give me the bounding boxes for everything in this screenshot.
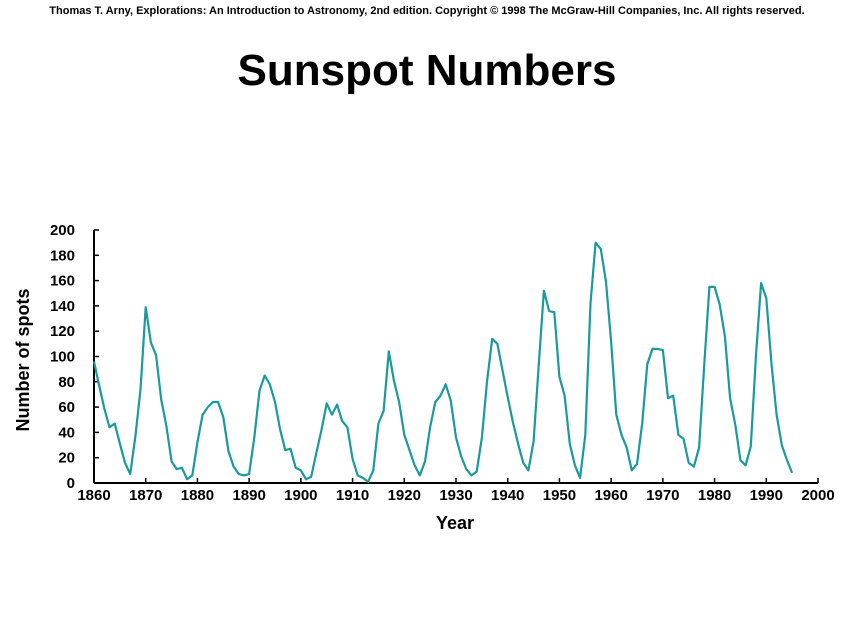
y-tick-label: 120 (50, 323, 75, 340)
copyright-credit: Thomas T. Arny, Explorations: An Introdu… (49, 5, 805, 17)
y-tick-label: 80 (58, 374, 75, 391)
y-axis-label: Number of spots (13, 288, 33, 431)
y-tick-label: 0 (67, 475, 75, 492)
x-tick-label: 2000 (801, 487, 834, 504)
chart-title: Sunspot Numbers (237, 46, 617, 95)
y-tick-label: 60 (58, 399, 75, 416)
x-tick-label: 1940 (491, 487, 524, 504)
x-tick-label: 1890 (232, 487, 265, 504)
x-tick-label: 1980 (698, 487, 731, 504)
y-tick-label: 20 (58, 450, 75, 467)
y-axis-ticks: 0 20 40 60 80 100 120 140 160 180 200 (50, 222, 99, 492)
y-tick-label: 180 (50, 247, 75, 264)
series-line (92, 241, 794, 483)
y-tick-label: 200 (50, 222, 75, 239)
x-tick-label: 1860 (77, 487, 110, 504)
x-tick-label: 1960 (594, 487, 627, 504)
x-tick-label: 1990 (750, 487, 783, 504)
y-tick-label: 100 (50, 349, 75, 366)
x-tick-label: 1930 (439, 487, 472, 504)
y-tick-label: 160 (50, 273, 75, 290)
y-tick-label: 40 (58, 424, 75, 441)
axes (93, 230, 818, 484)
x-tick-label: 1950 (543, 487, 576, 504)
x-tick-label: 1970 (646, 487, 679, 504)
x-tick-label: 1870 (129, 487, 162, 504)
y-tick-label: 140 (50, 298, 75, 315)
x-tick-label: 1880 (181, 487, 214, 504)
x-axis-label: Year (436, 513, 474, 533)
x-tick-label: 1910 (336, 487, 369, 504)
x-tick-label: 1920 (388, 487, 421, 504)
x-tick-label: 1900 (284, 487, 317, 504)
x-axis-ticks: 1860 1870 1880 1890 1900 1910 1920 1930 1940 1950… (77, 478, 835, 504)
